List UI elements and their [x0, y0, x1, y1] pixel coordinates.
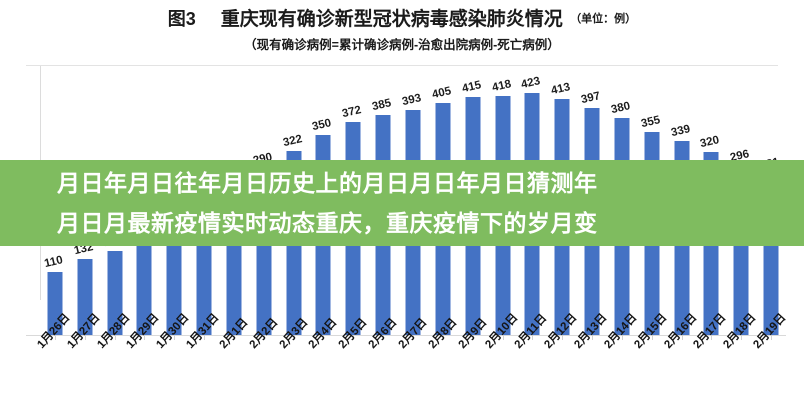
bar[interactable] [136, 241, 152, 335]
bar-slot: 196 [159, 66, 189, 340]
x-axis-tick [741, 335, 743, 340]
x-axis-tick [771, 335, 773, 340]
bar-value-label: 380 [609, 100, 632, 117]
bar-value-label: 385 [371, 97, 393, 114]
bar[interactable] [166, 223, 182, 335]
bar-value-label: 423 [520, 75, 542, 92]
x-axis-tick [263, 335, 265, 340]
unit-label: （单位：例） [570, 13, 637, 25]
bar-slot: 147 [100, 66, 130, 340]
bar-value-label: 320 [699, 134, 721, 151]
bar-value-label: 110 [43, 254, 64, 271]
x-axis-tick [711, 335, 713, 340]
bar-value-label: 339 [669, 123, 691, 140]
overlay-line-1: 月日年月日往年月日历史上的月日月日年月日猜测年 [57, 170, 598, 196]
bar[interactable] [77, 259, 93, 335]
x-axis-tick [592, 335, 594, 340]
chart-subtitle: （现有确诊病例=累计确诊病例-治愈出院病例-死亡病例） [244, 38, 560, 52]
x-axis-tick [502, 335, 504, 340]
x-axis-labels: 1月26日 1月27日 1月28日 1月29日 1月30日 1月31日 2月1日 2月2日 2月… [35, 312, 788, 400]
x-axis-tick [472, 335, 474, 340]
bar-value-label: 413 [550, 81, 572, 98]
figure-label: 图3 [167, 9, 196, 29]
x-axis-baseline [26, 335, 786, 336]
chart-title-line: 图3 重庆现有确诊新型冠状病毒感染肺炎情况 （单位：例） [0, 4, 804, 31]
bar-slot: 164 [130, 66, 160, 340]
x-axis-tick [293, 335, 295, 340]
chart-header: 图3 重庆现有确诊新型冠状病毒感染肺炎情况 （单位：例） （现有确诊病例=累计确… [0, 0, 804, 62]
bar-value-label: 415 [460, 79, 483, 96]
x-axis-tick [233, 335, 235, 340]
x-axis-tick [681, 335, 683, 340]
x-axis-tick [114, 335, 116, 340]
plot-top-rule [26, 65, 778, 66]
x-axis-tick [621, 335, 623, 340]
x-axis-tick [144, 335, 146, 340]
x-axis-tick [84, 335, 86, 340]
bar-value-label: 418 [490, 78, 512, 95]
bar-value-label: 393 [400, 92, 423, 109]
bar-slot: 132 [70, 66, 100, 340]
bar-slot: 110 [40, 66, 70, 340]
x-axis-tick [442, 335, 444, 340]
bar-value-label: 355 [639, 114, 662, 131]
x-axis-tick [353, 335, 355, 340]
bar-value-label: 405 [430, 85, 453, 102]
x-axis-tick [532, 335, 534, 340]
bar-value-label: 322 [281, 133, 303, 150]
bar[interactable] [107, 251, 123, 335]
x-axis-tick [562, 335, 564, 340]
page-title: 重庆现有确诊新型冠状病毒感染肺炎情况 [220, 9, 563, 30]
bar-value-label: 350 [311, 117, 333, 134]
bar[interactable] [47, 272, 63, 335]
x-axis-tick [174, 335, 176, 340]
x-axis-tick [54, 335, 56, 340]
x-axis-tick [323, 335, 325, 340]
x-axis-tick [651, 335, 653, 340]
overlay-banner [0, 160, 804, 246]
x-axis-tick [383, 335, 385, 340]
overlay-text: 月日年月日往年月日历史上的月日月日年月日猜测年 月日月最新疫情实时动态重庆，重庆… [57, 161, 804, 245]
bar-value-label: 397 [579, 90, 602, 107]
x-axis-tick [412, 335, 414, 340]
bar-value-label: 372 [341, 104, 363, 121]
overlay-line-2: 月日月最新疫情实时动态重庆，重庆疫情下的岁月变 [57, 210, 598, 236]
x-axis-tick [204, 335, 206, 340]
